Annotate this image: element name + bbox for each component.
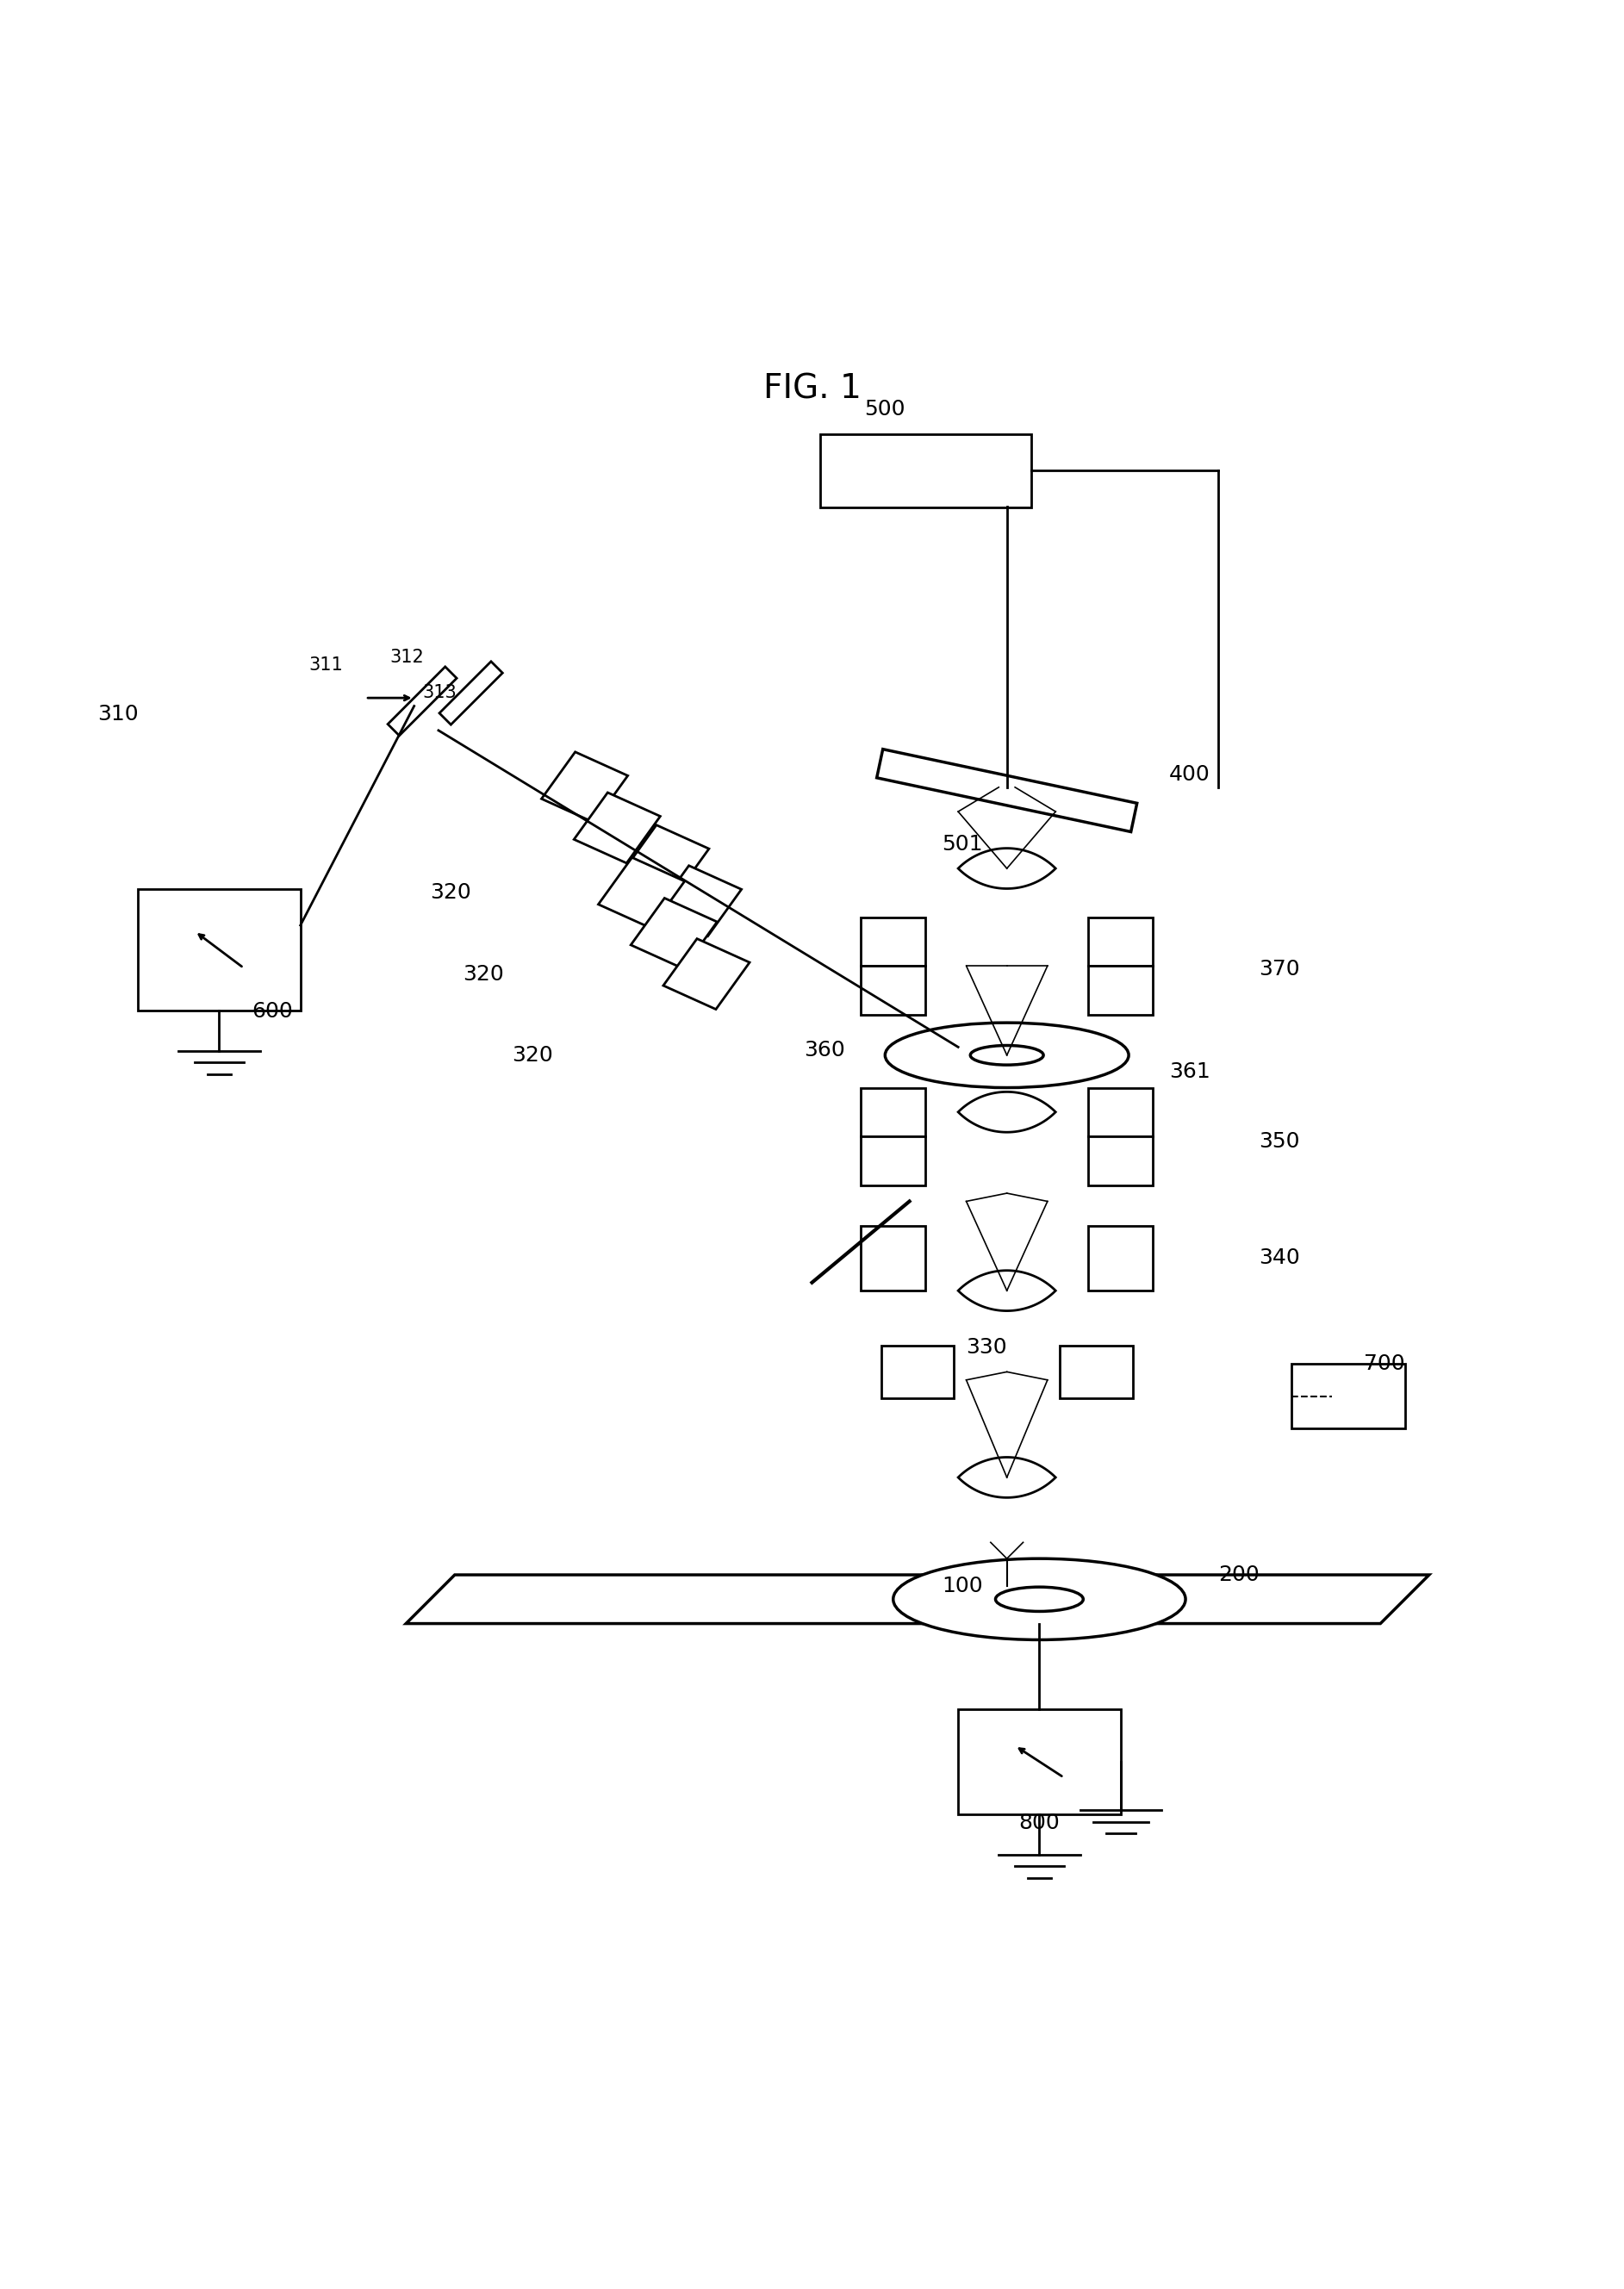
- Text: 100: 100: [942, 1575, 983, 1595]
- Bar: [861, 1225, 926, 1291]
- Text: 600: 600: [252, 1000, 292, 1021]
- Text: 313: 313: [422, 684, 456, 703]
- Ellipse shape: [971, 1046, 1044, 1064]
- Text: 361: 361: [1169, 1062, 1210, 1083]
- Polygon shape: [877, 749, 1137, 831]
- Text: FIG. 1: FIG. 1: [763, 373, 861, 405]
- Polygon shape: [958, 1458, 1056, 1497]
- Text: 360: 360: [804, 1039, 844, 1060]
- Bar: [138, 888, 300, 1009]
- Text: 350: 350: [1259, 1131, 1299, 1151]
- Text: 800: 800: [1018, 1813, 1060, 1833]
- Text: 312: 312: [390, 648, 424, 666]
- Bar: [1088, 918, 1153, 966]
- Bar: [861, 918, 926, 966]
- Text: 320: 320: [430, 884, 471, 904]
- Polygon shape: [541, 753, 628, 822]
- Polygon shape: [440, 662, 502, 726]
- Bar: [1291, 1364, 1405, 1428]
- Bar: [958, 1710, 1121, 1815]
- Text: 311: 311: [309, 657, 343, 673]
- Text: 200: 200: [1218, 1563, 1259, 1586]
- Polygon shape: [958, 1270, 1056, 1312]
- Polygon shape: [406, 1575, 1429, 1623]
- Text: 340: 340: [1259, 1248, 1299, 1268]
- Polygon shape: [663, 938, 750, 1009]
- Text: 370: 370: [1259, 959, 1299, 980]
- Ellipse shape: [996, 1586, 1083, 1611]
- Bar: [1088, 966, 1153, 1014]
- Text: 501: 501: [942, 833, 983, 854]
- Polygon shape: [630, 897, 718, 968]
- Text: 330: 330: [966, 1337, 1007, 1357]
- Bar: [1088, 1135, 1153, 1186]
- Text: 400: 400: [1169, 765, 1210, 785]
- Bar: [1088, 1225, 1153, 1291]
- Bar: [1088, 1087, 1153, 1135]
- Bar: [861, 1135, 926, 1186]
- Bar: [820, 435, 1031, 508]
- Bar: [880, 1346, 955, 1399]
- Polygon shape: [958, 849, 1056, 888]
- Ellipse shape: [885, 1023, 1129, 1087]
- Text: 500: 500: [864, 398, 906, 419]
- Text: 700: 700: [1364, 1353, 1405, 1373]
- Bar: [861, 1087, 926, 1135]
- Polygon shape: [573, 792, 661, 863]
- Bar: [861, 966, 926, 1014]
- Polygon shape: [654, 865, 742, 936]
- Ellipse shape: [893, 1559, 1186, 1639]
- Polygon shape: [598, 858, 685, 927]
- Polygon shape: [622, 824, 710, 895]
- Text: 310: 310: [97, 703, 138, 726]
- Text: 320: 320: [463, 964, 503, 984]
- Polygon shape: [388, 666, 456, 735]
- Bar: [1060, 1346, 1134, 1399]
- Polygon shape: [958, 1092, 1056, 1133]
- Text: 320: 320: [512, 1044, 552, 1064]
